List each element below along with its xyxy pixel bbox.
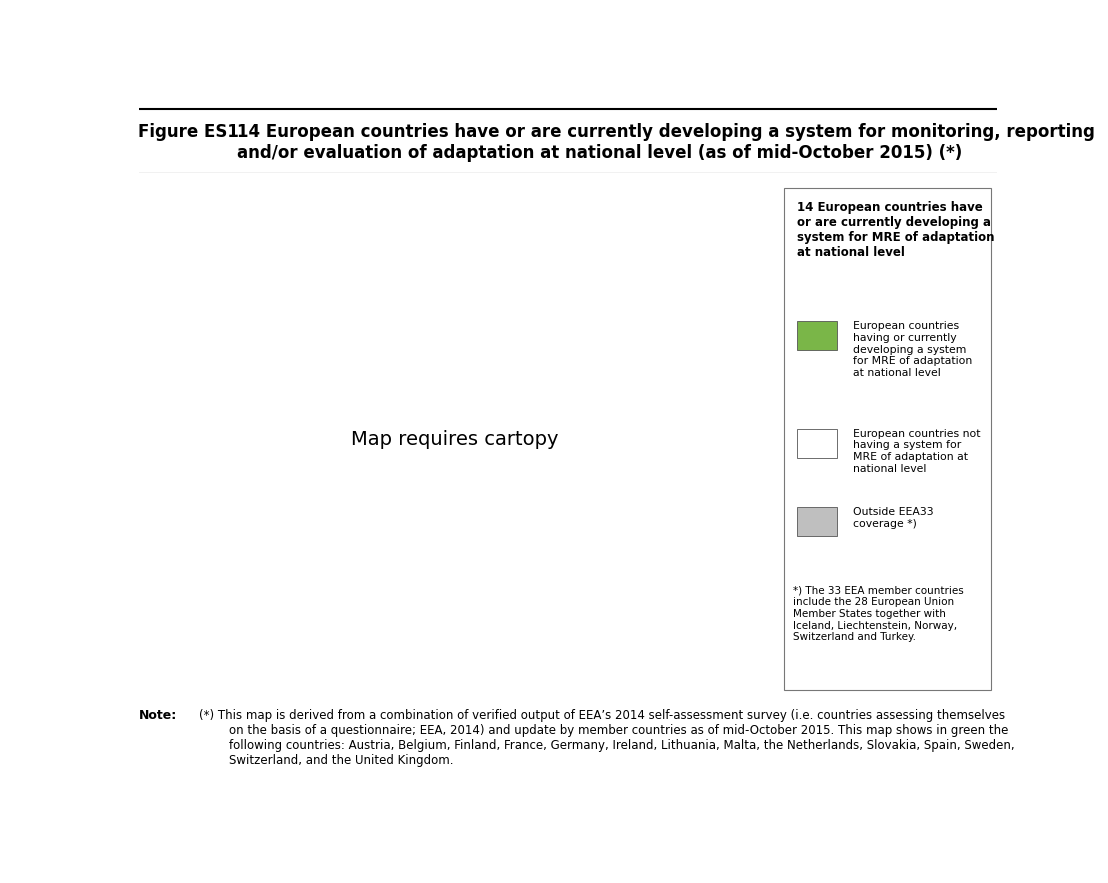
Text: 14 European countries have or are currently developing a system for monitoring, : 14 European countries have or are curren… [237,123,1095,162]
Text: 14 European countries have
or are currently developing a
system for MRE of adapt: 14 European countries have or are curren… [798,201,995,259]
Text: European countries
having or currently
developing a system
for MRE of adaptation: European countries having or currently d… [853,321,972,378]
FancyBboxPatch shape [798,321,838,351]
FancyBboxPatch shape [798,507,838,536]
Text: Note:: Note: [138,709,177,722]
Text: Map requires cartopy: Map requires cartopy [351,430,558,449]
Text: *) The 33 EEA member countries
include the 28 European Union
Member States toget: *) The 33 EEA member countries include t… [793,585,964,642]
FancyBboxPatch shape [798,429,838,457]
Text: Figure ES1: Figure ES1 [138,123,239,140]
Text: (*) This map is derived from a combination of verified output of EEA’s 2014 self: (*) This map is derived from a combinati… [198,709,1014,767]
Text: European countries not
having a system for
MRE of adaptation at
national level: European countries not having a system f… [853,429,981,473]
Text: Outside EEA33
coverage *): Outside EEA33 coverage *) [853,507,933,529]
FancyBboxPatch shape [784,188,991,691]
